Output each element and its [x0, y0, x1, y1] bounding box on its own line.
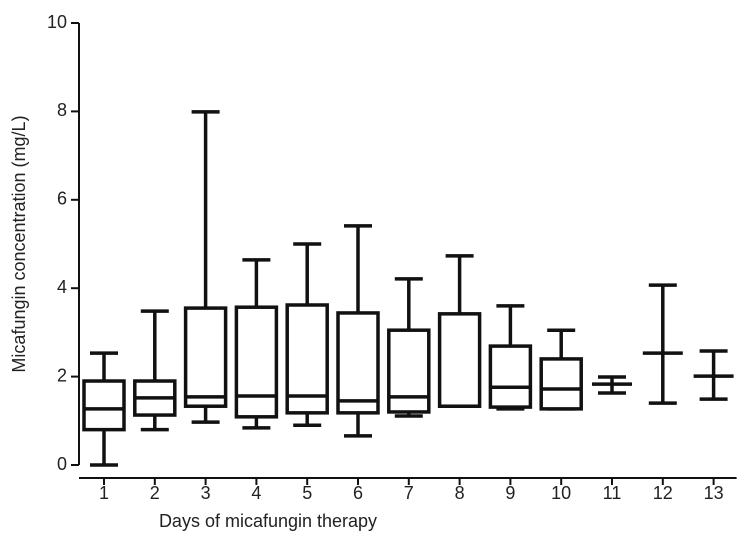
x-tick-label: 12 [653, 483, 673, 503]
box [387, 328, 431, 414]
box [234, 305, 279, 419]
y-tick-label: 10 [47, 12, 67, 32]
box [82, 379, 126, 432]
x-tick-label: 8 [455, 483, 465, 503]
x-tick-label: 3 [201, 483, 211, 503]
y-tick-label: 6 [57, 189, 67, 209]
x-tick-label: 2 [150, 483, 160, 503]
x-axis-label: Days of micafungin therapy [159, 511, 377, 531]
x-tick-label: 1 [99, 483, 109, 503]
box [437, 312, 482, 408]
y-axis-label: Micafungin concentration (mg/L) [9, 115, 29, 372]
x-tick-label: 9 [505, 483, 515, 503]
box [539, 357, 583, 411]
x-tick-label: 7 [404, 483, 414, 503]
y-tick-label: 0 [57, 454, 67, 474]
box [336, 311, 380, 415]
y-tick-label: 4 [57, 277, 67, 297]
y-tick-label: 8 [57, 100, 67, 120]
box [183, 306, 228, 408]
x-tick-label: 11 [603, 483, 622, 503]
x-tick-label: 13 [704, 483, 724, 503]
y-tick-label: 2 [57, 365, 67, 385]
x-tick-label: 10 [551, 483, 571, 503]
x-tick-label: 4 [251, 483, 261, 503]
box [488, 344, 533, 409]
x-tick-label: 6 [353, 483, 363, 503]
x-tick-label: 5 [302, 483, 312, 503]
